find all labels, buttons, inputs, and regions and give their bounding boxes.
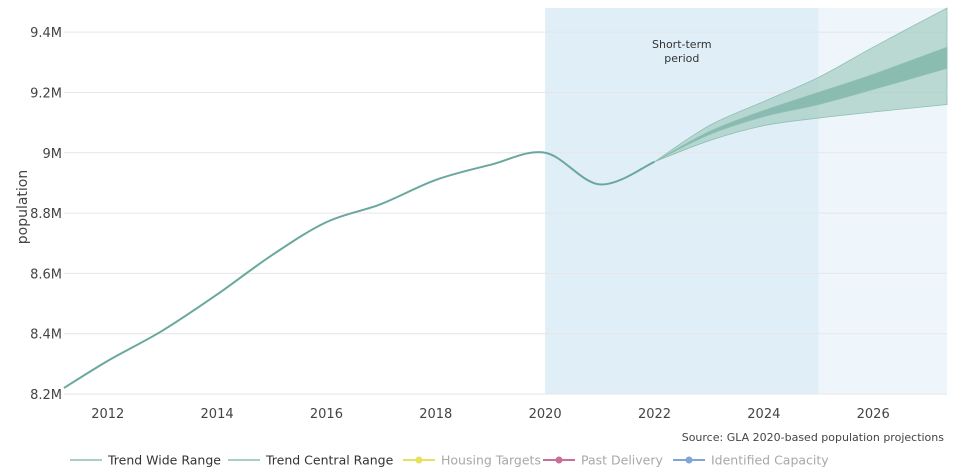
y-tick-label: 9M	[43, 147, 63, 162]
legend-label: Housing Targets	[441, 453, 541, 468]
y-tick-label: 8.2M	[30, 388, 62, 403]
population-line	[63, 151, 655, 389]
source-note: Source: GLA 2020-based population projec…	[682, 431, 945, 444]
legend: Trend Wide Range Trend Central Range Housi…	[70, 453, 829, 468]
legend-marker	[555, 456, 563, 464]
y-axis-ticks: 8.2M 8.4M 8.6M 8.8M 9M 9.2M 9.4M	[30, 26, 62, 403]
x-tick-label: 2018	[419, 407, 452, 422]
legend-item-past-delivery[interactable]: Past Delivery	[543, 453, 664, 468]
legend-label: Identified Capacity	[711, 453, 829, 468]
y-tick-label: 8.6M	[30, 267, 62, 282]
legend-item-housing-targets[interactable]: Housing Targets	[403, 453, 541, 468]
legend-label: Trend Central Range	[265, 453, 394, 468]
projection-bands	[654, 7, 948, 163]
legend-label: Trend Wide Range	[107, 453, 221, 468]
legend-item-trend-central-range[interactable]: Trend Central Range	[228, 453, 394, 468]
x-tick-label: 2022	[638, 407, 671, 422]
x-tick-label: 2014	[201, 407, 234, 422]
y-tick-label: 8.4M	[30, 328, 62, 343]
x-tick-label: 2012	[91, 407, 124, 422]
y-tick-label: 9.2M	[30, 86, 62, 101]
band-trend-central-range[interactable]	[654, 46, 948, 163]
x-tick-label: 2024	[747, 407, 780, 422]
legend-item-identified-capacity[interactable]: Identified Capacity	[673, 453, 829, 468]
period-band-0	[545, 8, 819, 394]
x-axis-ticks: 2012 2014 2016 2018 2020 2022 2024 2026	[91, 407, 890, 422]
series-line-0[interactable]	[63, 151, 655, 389]
x-tick-label: 2020	[529, 407, 562, 422]
period-label-0: Short-term period	[652, 38, 712, 65]
y-tick-label: 8.8M	[30, 207, 62, 222]
legend-label: Past Delivery	[581, 453, 664, 468]
band-trend-wide-range[interactable]	[654, 7, 948, 163]
period-annotations: Short-term period	[652, 38, 712, 65]
legend-item-trend-wide-range[interactable]: Trend Wide Range	[70, 453, 221, 468]
x-tick-label: 2026	[857, 407, 890, 422]
legend-marker	[685, 456, 693, 464]
y-axis-title: population	[15, 170, 31, 245]
x-tick-label: 2016	[310, 407, 343, 422]
y-tick-label: 9.4M	[30, 26, 62, 41]
legend-marker	[415, 456, 423, 464]
